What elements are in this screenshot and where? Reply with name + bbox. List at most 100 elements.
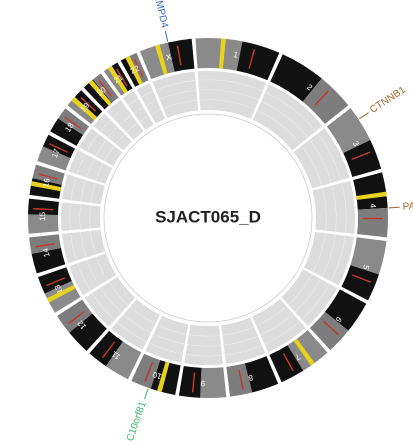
chromosome-label: X <box>165 52 173 62</box>
gene-tick <box>359 112 369 120</box>
chromosome-band <box>57 299 93 333</box>
track-line <box>119 114 132 126</box>
track-line <box>157 324 187 335</box>
variant-mark <box>218 38 226 69</box>
track-line <box>79 204 81 230</box>
track-line <box>76 153 86 175</box>
variant-mark <box>88 80 112 106</box>
variant-mark <box>351 151 371 161</box>
gene-label: C10orf81 <box>125 400 149 443</box>
chromosome-band <box>150 360 181 395</box>
chromosome-label: 15 <box>38 211 47 221</box>
chromosome-band <box>69 313 107 351</box>
track-line <box>341 182 347 233</box>
track-line <box>150 109 162 115</box>
chromosome-band <box>200 367 227 398</box>
chromosome-band <box>270 54 322 102</box>
data-track <box>221 317 266 364</box>
chromosome-band <box>50 118 84 146</box>
data-track <box>152 71 199 119</box>
track-line <box>107 126 118 138</box>
data-track <box>197 70 267 119</box>
chromosome-ring: 12345678910111213141516171819202122XFRMP… <box>27 0 413 443</box>
chromosome-band <box>28 198 59 216</box>
chromosome-band <box>302 78 349 124</box>
track-line <box>80 231 87 258</box>
variant-mark <box>191 372 196 393</box>
chromosome-band <box>269 345 304 383</box>
variant-mark <box>80 96 97 112</box>
variant-mark <box>98 80 113 97</box>
data-track <box>62 174 105 205</box>
track-line <box>69 203 71 231</box>
track-line <box>70 232 77 261</box>
variant-mark <box>38 173 59 180</box>
data-track <box>184 324 223 366</box>
chromosome-label: 4 <box>368 203 377 209</box>
variant-mark <box>64 116 82 130</box>
variant-mark <box>176 45 182 66</box>
track-line <box>89 205 91 229</box>
chromosome-label: 5 <box>361 264 371 271</box>
chromosome-band <box>236 41 280 81</box>
chromosome-band <box>37 267 72 294</box>
chromosome-band <box>324 289 367 331</box>
variant-mark <box>157 361 170 392</box>
chromosome-band <box>353 172 388 210</box>
chromosome-label: 16 <box>41 177 52 188</box>
variant-mark <box>362 217 383 220</box>
data-track <box>145 315 189 363</box>
chromosome-band <box>309 311 349 351</box>
variant-mark <box>144 362 153 382</box>
variant-mark <box>67 310 85 325</box>
chromosome-band <box>343 140 382 177</box>
track-line <box>90 230 96 255</box>
track-line <box>104 145 115 162</box>
chromosome-band <box>341 265 379 301</box>
data-track <box>312 180 355 234</box>
variant-mark <box>30 181 62 192</box>
variant-mark <box>238 369 244 390</box>
chromosome-label: 17 <box>50 147 62 159</box>
track-line <box>112 106 126 119</box>
variant-mark <box>46 284 76 303</box>
variant-mark <box>314 90 329 106</box>
chromosome-label: 13 <box>52 283 64 295</box>
variant-mark <box>248 49 256 69</box>
chromosome-label: 10 <box>151 370 163 381</box>
chromosome-label: 3 <box>351 140 361 149</box>
track-line <box>86 158 95 178</box>
track-line <box>133 107 144 114</box>
variant-mark <box>71 97 97 121</box>
chromosome-label: 14 <box>41 247 52 258</box>
track-line <box>90 182 96 203</box>
track-line <box>187 344 222 347</box>
variant-mark <box>107 65 128 94</box>
chromosome-band <box>195 38 243 71</box>
variant-mark <box>49 143 68 153</box>
track-line <box>80 179 86 202</box>
track-line <box>86 133 99 152</box>
track-line <box>185 354 223 357</box>
gene-tick <box>143 388 149 400</box>
chromosome-label: 1 <box>233 50 239 60</box>
chromosome-band <box>350 237 387 275</box>
chromosome-label: 7 <box>293 352 302 362</box>
gene-label: CTNNB1 <box>368 84 408 115</box>
chromosome-band <box>32 164 65 185</box>
variant-mark <box>125 55 143 85</box>
chromosome-label: 9 <box>200 379 205 388</box>
chromosome-band <box>244 356 279 393</box>
chromosome-label: 22 <box>129 63 141 75</box>
chromosome-band <box>131 353 161 389</box>
chromosome-band <box>167 38 195 72</box>
data-track <box>84 276 136 327</box>
variant-mark <box>356 191 387 200</box>
track-line <box>145 100 158 107</box>
data-track <box>252 298 306 353</box>
variant-mark <box>33 207 54 211</box>
track-line <box>100 119 111 132</box>
chromosome-band <box>105 341 142 380</box>
track-line <box>322 187 327 231</box>
